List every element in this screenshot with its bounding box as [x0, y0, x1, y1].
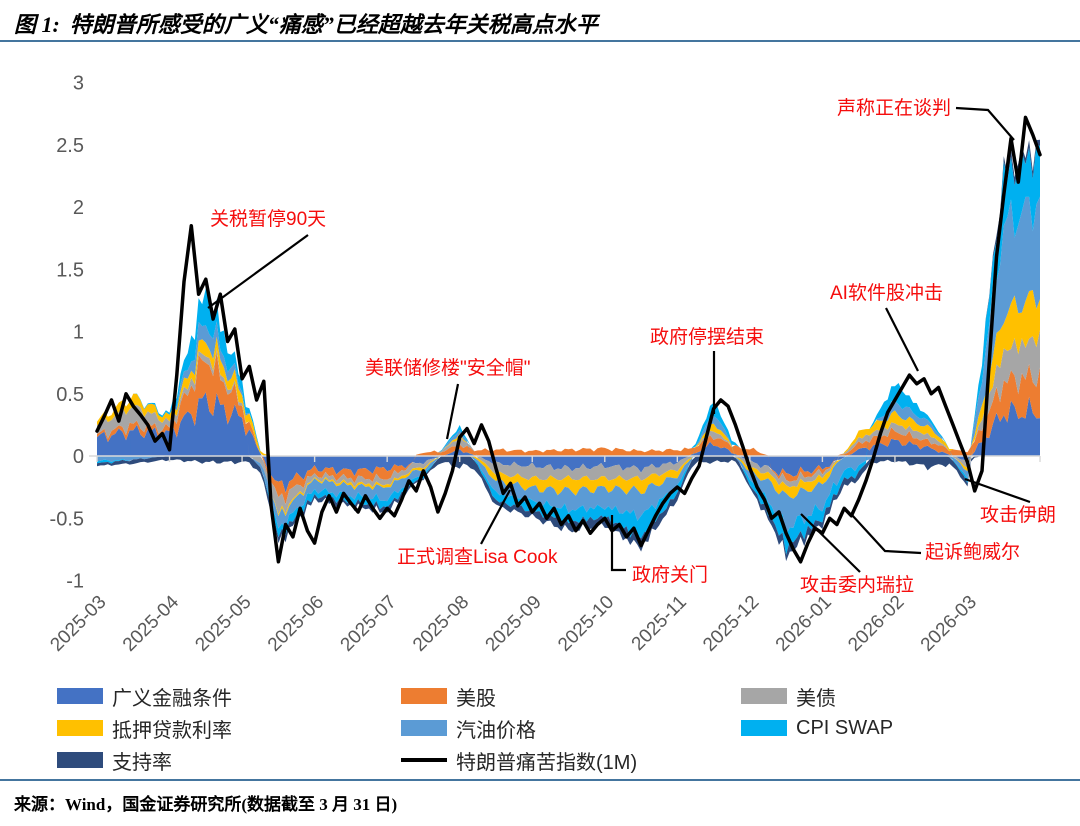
legend-color-swatch	[57, 752, 103, 768]
annotation-leader-investigate-lisa-cook	[480, 489, 511, 545]
legend-item-4: 汽油价格	[401, 716, 741, 742]
figure-title: 图 1: 特朗普所感受的广义“痛感”已经超越去年关税高点水平	[14, 7, 598, 39]
y-axis-label: 0	[73, 446, 84, 468]
y-axis-label: -0.5	[50, 508, 84, 530]
area-financial-conditions	[97, 392, 1040, 493]
y-axis-label: 3	[73, 73, 84, 95]
annotation-leader-tariff-pause-90d	[207, 234, 309, 309]
x-axis-label: 2025-03	[46, 592, 110, 656]
legend-color-swatch	[57, 688, 103, 704]
x-axis-label: 2026-01	[772, 592, 836, 656]
legend-line-swatch	[401, 758, 447, 762]
x-axis-label: 2025-10	[554, 592, 618, 656]
y-axis-label: 0.5	[56, 384, 84, 406]
legend-item-0: 广义金融条件	[57, 684, 401, 710]
legend-label: 美股	[456, 687, 496, 710]
x-axis-label: 2025-08	[409, 592, 473, 656]
footer-divider	[0, 779, 1080, 781]
annotation-leader-sue-powell	[851, 514, 922, 555]
y-axis-label: 1.5	[56, 259, 84, 281]
x-axis-label: 2025-11	[628, 592, 691, 655]
legend-label: 汽油价格	[456, 719, 536, 742]
legend-item-5: CPI SWAP	[741, 716, 1061, 740]
figure-number-label: 图 1:	[14, 12, 60, 37]
legend-color-swatch	[741, 688, 787, 704]
legend-color-swatch	[57, 720, 103, 736]
legend-label: 支持率	[112, 751, 172, 774]
legend-label: 抵押贷款利率	[112, 719, 232, 742]
annotation-leader-government-shutdown	[610, 515, 626, 572]
y-axis-label: 2.5	[56, 135, 84, 157]
source-note: 来源：Wind，国金证券研究所(数据截至 3 月 31 日)	[14, 795, 398, 814]
figure-title-text: 特朗普所感受的广义“痛感”已经超越去年关税高点水平	[69, 12, 598, 37]
x-axis-label: 2025-06	[264, 592, 328, 656]
x-axis-label: 2025-04	[119, 591, 183, 655]
legend-item-2: 美债	[741, 684, 1061, 710]
legend-item-6: 支持率	[57, 748, 401, 774]
y-axis-label: 1	[73, 322, 84, 344]
legend-color-swatch	[401, 688, 447, 704]
x-axis-label: 2026-02	[844, 592, 908, 656]
y-axis-label: 2	[73, 197, 84, 219]
annotation-leader-fed-renovation-hardhat	[445, 383, 460, 440]
x-axis-label: 2025-09	[482, 592, 546, 656]
annotation-leader-ai-software-shock	[885, 307, 919, 372]
x-axis-label: 2026-03	[917, 592, 981, 656]
legend-label: 特朗普痛苦指数(1M)	[456, 751, 638, 774]
title-underline	[0, 40, 1080, 42]
pain-index-line	[95, 115, 1042, 564]
annotation-leader-strike-venezuela	[800, 513, 861, 573]
chart-area: 3 2.5 2 1.5 1 0.5 0 -0.5 -1 2025-03 2025-04 2025-05…	[40, 58, 1056, 680]
legend-label: CPI SWAP	[796, 716, 894, 739]
legend-item-3: 抵押贷款利率	[57, 716, 401, 742]
x-axis-label: 2025-07	[337, 592, 401, 656]
legend-item-1: 美股	[401, 684, 741, 710]
legend-label: 广义金融条件	[112, 687, 232, 710]
legend-label: 美债	[796, 687, 836, 710]
legend-color-swatch	[401, 720, 447, 736]
legend-color-swatch	[741, 720, 787, 736]
annotation-leader-strike-iran	[964, 477, 1031, 504]
y-axis-label: -1	[66, 571, 84, 593]
annotation-leader-claims-negotiating	[955, 106, 1015, 141]
legend-item-7: 特朗普痛苦指数(1M)	[401, 748, 741, 774]
chart-legend: 广义金融条件 美股 美债抵押贷款利率 汽油价格 CPI SWAP 支持率 特朗普痛苦指数(1…	[57, 684, 1061, 774]
x-axis-label: 2025-05	[191, 592, 255, 656]
x-axis-label: 2025-12	[699, 592, 763, 656]
